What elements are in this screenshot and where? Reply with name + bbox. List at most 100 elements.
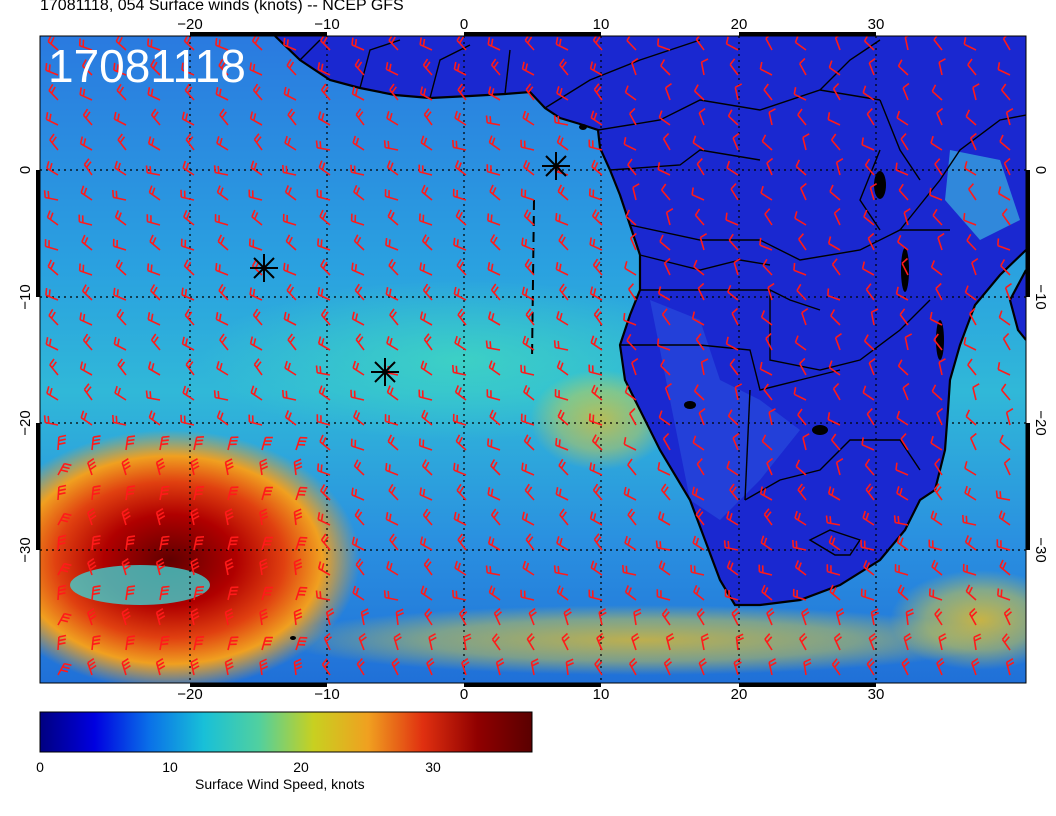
wind-barb — [317, 336, 331, 351]
wind-barb — [453, 61, 467, 76]
wind-barb — [214, 214, 229, 226]
wind-barb — [319, 434, 331, 451]
wind-barb — [624, 261, 637, 276]
wind-barb — [463, 633, 472, 651]
wind-barb — [385, 62, 399, 76]
wind-barb — [938, 58, 946, 76]
wind-barb — [827, 288, 841, 301]
wind-barb — [801, 307, 809, 326]
wind-barb — [726, 560, 739, 576]
wind-barb — [48, 308, 59, 326]
wind-barb — [422, 58, 433, 76]
wind-barb — [293, 458, 303, 476]
wind-barb — [768, 108, 776, 126]
wind-barb — [46, 210, 59, 226]
wind-barb — [760, 535, 773, 551]
wind-barb — [795, 159, 807, 176]
wind-barb — [523, 434, 535, 451]
wind-barb — [81, 59, 93, 76]
wind-barb — [358, 632, 367, 651]
wind-barb — [964, 461, 977, 476]
wind-barb — [224, 558, 234, 576]
wind-barb — [896, 110, 909, 126]
wind-barb — [554, 389, 569, 401]
wind-barb — [631, 357, 639, 376]
wind-barb — [589, 511, 603, 526]
wind-barb — [592, 258, 603, 276]
wind-barb — [693, 84, 705, 101]
wind-barb — [125, 635, 136, 651]
wind-barb — [83, 383, 93, 401]
wind-barb — [962, 514, 977, 526]
wind-barbs — [43, 36, 1015, 676]
wind-barb — [284, 135, 297, 151]
wind-barb — [227, 486, 239, 501]
wind-barb — [729, 483, 739, 501]
wind-barb — [487, 262, 501, 276]
wind-barb — [697, 282, 705, 301]
wind-barb — [828, 535, 841, 551]
wind-barb — [700, 633, 710, 651]
wind-barb — [933, 36, 943, 51]
wind-barb — [556, 536, 569, 551]
wind-barb — [556, 585, 569, 601]
lat-label: −10 — [17, 284, 34, 309]
wind-barb — [389, 308, 399, 326]
wind-barb — [998, 510, 1011, 526]
wind-barb — [766, 157, 774, 176]
wind-barb — [419, 86, 433, 101]
wind-barb — [623, 486, 637, 501]
wind-barb — [386, 160, 399, 176]
wind-barb — [964, 285, 977, 301]
map-title: 17081118, 054 Surface winds (knots) -- N… — [40, 0, 404, 14]
lon-label: 20 — [731, 16, 748, 33]
wind-barb — [796, 283, 807, 301]
wind-barb — [283, 262, 297, 276]
wind-barb — [391, 657, 400, 676]
wind-barb — [893, 515, 909, 526]
wind-barb — [424, 608, 433, 626]
wind-barb — [936, 407, 944, 426]
colorbar-tick: 0 — [36, 759, 44, 775]
wind-barb — [287, 333, 297, 351]
wind-barb — [453, 237, 467, 251]
wind-barb — [43, 415, 59, 426]
wind-barb — [692, 435, 705, 451]
wind-barb — [766, 607, 775, 626]
wind-barb — [558, 233, 569, 251]
colorbar-tick: 10 — [162, 759, 178, 775]
lon-label: 0 — [460, 16, 468, 33]
wind-barb — [761, 434, 773, 451]
wind-barb — [895, 286, 909, 301]
wind-barb — [1005, 108, 1014, 126]
wind-barb — [159, 585, 170, 601]
wind-barb — [249, 62, 263, 76]
wind-barb — [219, 108, 229, 126]
wind-barb — [526, 633, 535, 651]
wind-barb — [320, 259, 331, 276]
wind-barb — [962, 563, 977, 576]
wind-barb — [282, 389, 297, 401]
wind-barb — [384, 414, 399, 426]
date-stamp: 17081118 — [48, 40, 246, 92]
wind-barb — [351, 311, 365, 326]
wind-barb — [293, 558, 303, 576]
wind-barb — [182, 160, 195, 176]
wind-barb — [121, 508, 131, 526]
wind-barb — [57, 634, 67, 651]
wind-barb — [489, 184, 501, 201]
wind-barb — [423, 108, 433, 126]
wind-barb — [972, 83, 980, 101]
wind-barb — [556, 311, 569, 326]
wind-barb — [963, 37, 977, 51]
wind-barb — [285, 234, 297, 251]
wind-barb — [660, 59, 671, 76]
wind-barb — [87, 507, 97, 526]
wind-barb — [870, 608, 880, 626]
wind-barb — [657, 462, 671, 476]
wind-barb — [725, 36, 739, 51]
wind-barb — [628, 107, 637, 126]
wind-barb — [968, 307, 977, 326]
wind-barb — [48, 83, 59, 101]
wind-barb — [691, 311, 705, 326]
